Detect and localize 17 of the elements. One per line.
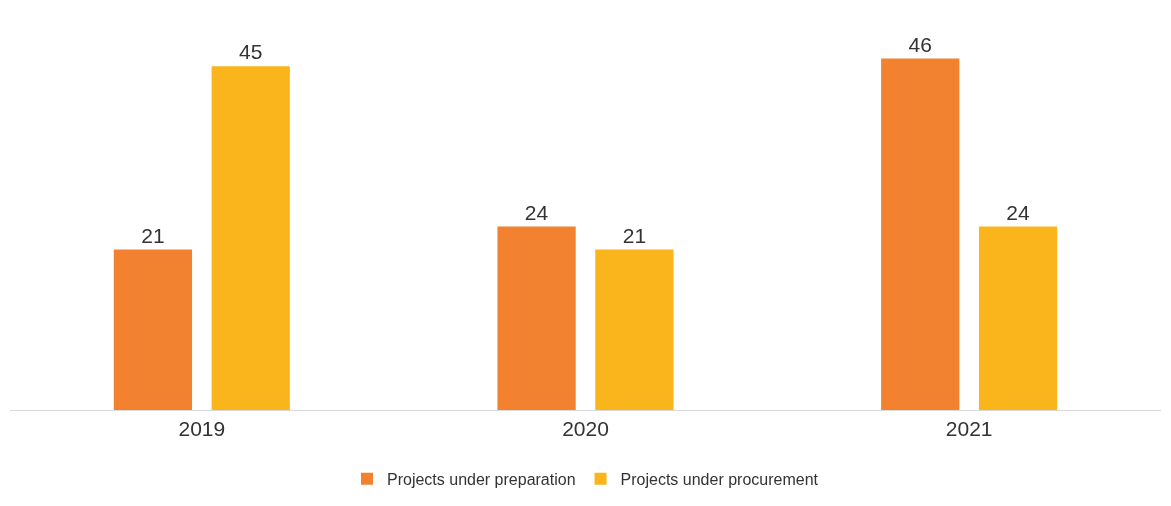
bar xyxy=(595,249,674,410)
x-tick-label: 2019 xyxy=(178,417,226,441)
x-tick-label: 2021 xyxy=(945,417,993,441)
legend-label: Projects under procurement xyxy=(620,470,819,488)
data-label: 21 xyxy=(141,223,165,247)
data-label: 21 xyxy=(622,223,647,247)
data-label: 46 xyxy=(908,32,932,56)
data-label: 45 xyxy=(239,40,263,64)
data-label: 24 xyxy=(1006,200,1030,224)
bar xyxy=(497,226,576,410)
bar xyxy=(211,66,290,410)
x-tick-label: 2020 xyxy=(562,417,609,441)
bar xyxy=(113,249,193,410)
legend-label: Projects under preparation xyxy=(387,470,576,488)
bar xyxy=(978,226,1058,410)
bar xyxy=(881,58,960,410)
data-label: 24 xyxy=(524,200,549,224)
